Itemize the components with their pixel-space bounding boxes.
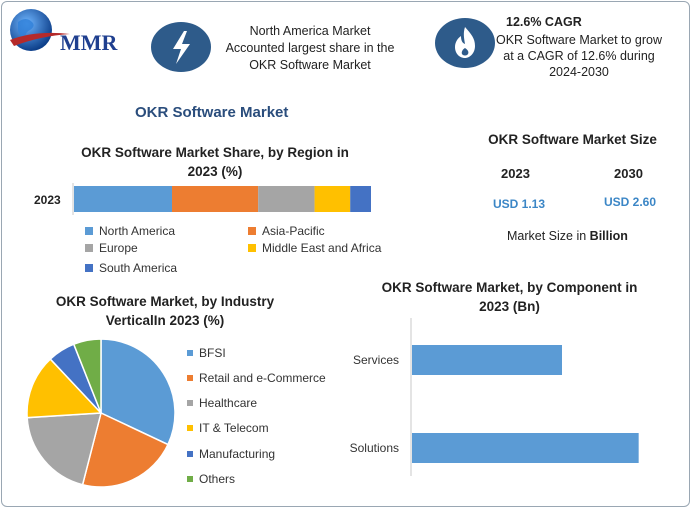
region-bar-middle-east-and-africa	[314, 186, 351, 212]
info1-text: North America Market Accounted largest s…	[214, 23, 406, 74]
industry-legend-item: Retail and e-Commerce	[187, 371, 326, 385]
legend-swatch	[187, 424, 193, 431]
industry-legend-item: Healthcare	[187, 396, 257, 410]
info1-line: Accounted largest share in the	[225, 41, 395, 55]
pie-slice-retail-and-e-commerce	[81, 411, 169, 488]
size-title: OKR Software Market Size	[488, 132, 657, 147]
info2-title: 12.6% CAGR	[506, 15, 582, 29]
region-legend-item: Asia-Pacific	[248, 224, 325, 238]
info1-line: OKR Software Market	[249, 58, 371, 72]
vertical-title-line: VerticalIn 2023 (%)	[105, 313, 225, 328]
legend-swatch	[85, 243, 93, 252]
vertical-title-line: OKR Software Market, by Industry	[55, 294, 275, 309]
info1-line: North America Market	[249, 24, 371, 38]
globe-icon	[10, 9, 70, 51]
component-bar-services	[412, 345, 562, 375]
legend-swatch	[187, 374, 193, 381]
legend-label: Healthcare	[199, 396, 258, 410]
info2-line: 2024-2030	[549, 65, 609, 79]
legend-swatch	[187, 399, 193, 406]
size-value-2023: USD 1.13	[493, 197, 546, 211]
info2-text: OKR Software Market to grow at a CAGR of…	[488, 32, 670, 80]
region-bar-south-america	[350, 186, 371, 212]
legend-swatch	[85, 263, 93, 272]
component-title-line: OKR Software Market, by Component in	[381, 280, 638, 295]
legend-swatch	[248, 226, 256, 235]
legend-swatch	[187, 450, 193, 457]
flame-icon	[455, 27, 475, 58]
pie-slice-others	[72, 338, 102, 414]
region-legend-item: Europe	[85, 241, 138, 255]
legend-label: Asia-Pacific	[262, 224, 325, 238]
region-bar-europe	[258, 186, 315, 212]
info2-badge	[435, 18, 495, 68]
region-year-label: 2023	[34, 193, 61, 207]
legend-swatch	[248, 243, 256, 252]
legend-label: Middle East and Africa	[262, 241, 382, 255]
component-title-line: 2023 (Bn)	[479, 299, 540, 314]
logo-text: MMR	[60, 30, 118, 55]
region-legend-item: North America	[85, 224, 175, 238]
legend-label: Retail and e-Commerce	[199, 371, 326, 385]
industry-legend-item: Manufacturing	[187, 447, 275, 461]
size-note-text: Market Size in	[507, 229, 590, 243]
lightning-icon	[173, 31, 190, 64]
size-note: Market Size in Billion	[507, 229, 628, 243]
component-bar-chart: Services Solutions	[350, 318, 639, 476]
vertical-chart-title: OKR Software Market, by Industry Vertica…	[30, 292, 300, 330]
legend-label: BFSI	[199, 346, 226, 360]
region-title-line: OKR Software Market Share, by Region in	[81, 145, 349, 160]
legend-label: Manufacturing	[199, 447, 276, 461]
industry-legend-item: IT & Telecom	[187, 421, 269, 435]
main-title: OKR Software Market	[135, 104, 289, 121]
component-bar-solutions	[412, 433, 639, 463]
industry-pie-chart	[26, 338, 176, 488]
logo: MMR	[6, 6, 136, 56]
component-chart-title: OKR Software Market, by Component in 202…	[362, 278, 657, 316]
legend-label: Others	[199, 472, 236, 486]
pie-slice-healthcare	[26, 412, 102, 486]
legend-label: North America	[99, 224, 176, 238]
region-stacked-bar-chart	[72, 183, 371, 215]
region-chart-title: OKR Software Market Share, by Region in …	[60, 143, 370, 181]
legend-swatch	[85, 226, 93, 235]
legend-label: South America	[99, 261, 178, 275]
region-legend-item: South America	[85, 261, 177, 275]
size-value-2030: USD 2.60	[604, 195, 657, 209]
size-note-unit: Billion	[589, 229, 628, 243]
industry-legend-item: BFSI	[187, 346, 226, 360]
region-bar-north-america	[74, 186, 173, 212]
info1-badge	[151, 22, 211, 72]
legend-label: IT & Telecom	[199, 421, 269, 435]
region-bar-asia-pacific	[172, 186, 259, 212]
size-year-2023: 2023	[501, 166, 530, 181]
component-category-label: Services	[353, 353, 399, 367]
legend-swatch	[187, 349, 193, 356]
region-title-line: 2023 (%)	[187, 164, 243, 179]
info2-line: OKR Software Market to grow	[495, 33, 663, 47]
pie-slice-it-telecom	[26, 357, 103, 419]
size-year-2030: 2030	[614, 166, 643, 181]
component-category-label: Solutions	[350, 441, 399, 455]
pie-slice-bfsi	[100, 338, 176, 446]
info2-line: at a CAGR of 12.6% during	[503, 49, 655, 63]
legend-swatch	[187, 475, 193, 482]
legend-label: Europe	[99, 241, 138, 255]
region-legend-item: Middle East and Africa	[248, 241, 381, 255]
industry-legend-item: Others	[187, 472, 235, 486]
